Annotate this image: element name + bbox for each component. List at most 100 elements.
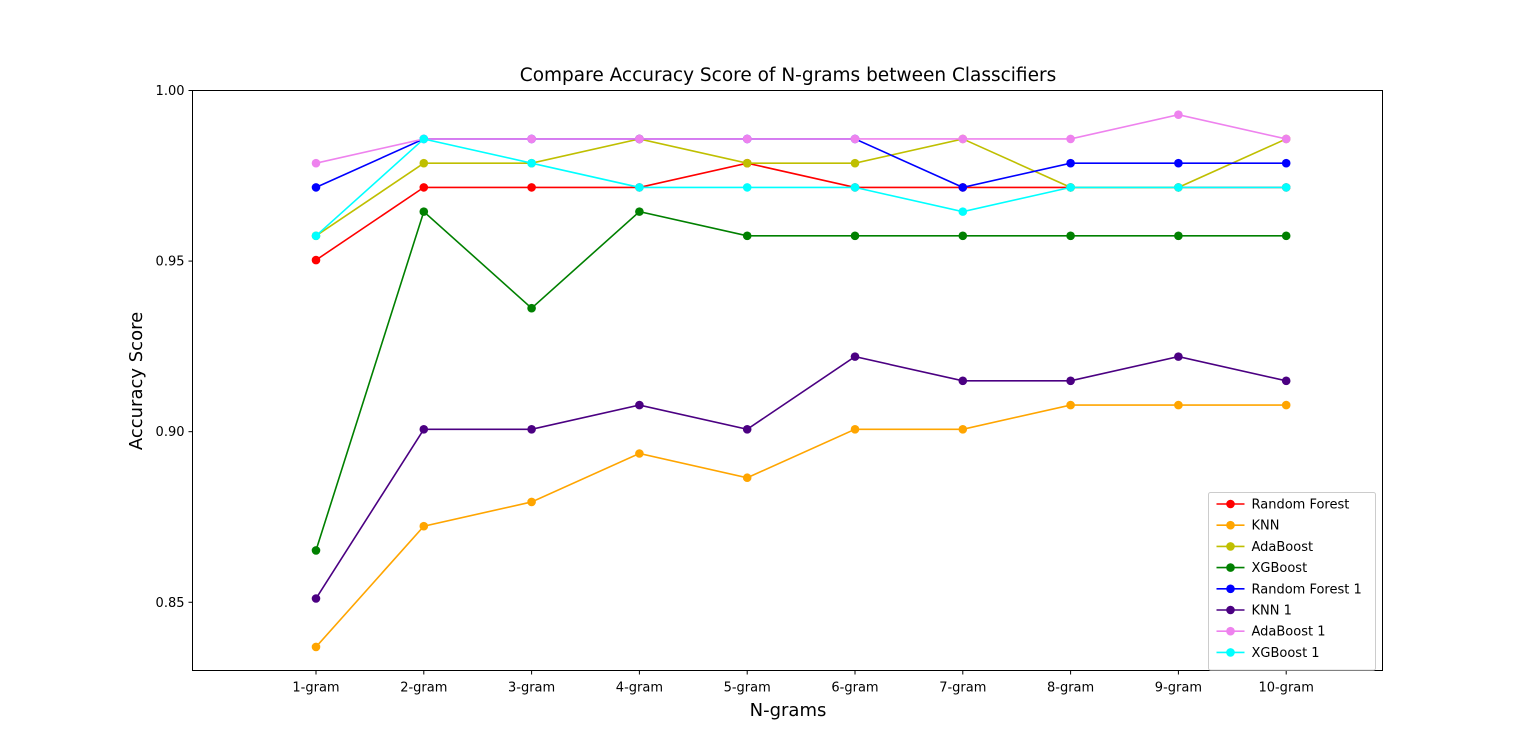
data-point [958, 134, 968, 144]
series-6 [311, 110, 1291, 168]
data-point [311, 183, 321, 192]
data-point [527, 303, 536, 313]
data-point [742, 231, 752, 241]
data-point [527, 134, 536, 144]
x-axis-title: N-grams [750, 700, 827, 721]
y-tick-label: 0.85 [156, 596, 185, 611]
series-line [315, 113, 1287, 164]
data-point [311, 594, 321, 603]
data-point [742, 424, 752, 434]
legend: Random Forest KNN AdaBoost XGBoost Random Fo… [1208, 492, 1376, 671]
x-axis: 1-gram 2-gram 3-gram 4-gram 5-gram 6-gram 7-gr… [292, 670, 1314, 696]
y-tick-label: 1.00 [156, 84, 185, 99]
data-point [527, 158, 536, 168]
data-point [958, 376, 968, 386]
data-point [419, 521, 429, 531]
legend-marker [1226, 626, 1235, 636]
data-point [1066, 183, 1075, 192]
legend-label: KNN 1 [1252, 604, 1292, 619]
data-point [742, 473, 752, 483]
data-point [1281, 134, 1291, 144]
y-axis: 0.85 0.90 0.95 1.00 [156, 84, 193, 611]
data-point [850, 183, 860, 192]
data-point [311, 158, 321, 168]
data-point [311, 231, 321, 241]
data-point [850, 424, 860, 434]
data-point [1174, 183, 1183, 192]
data-point [742, 183, 752, 192]
legend-marker [1226, 520, 1235, 530]
data-point [1281, 158, 1291, 168]
data-point [419, 207, 429, 216]
data-point [1174, 352, 1183, 361]
data-point [958, 231, 968, 241]
data-point [311, 642, 321, 652]
data-point [1174, 110, 1183, 120]
data-point [419, 424, 429, 434]
data-point [1281, 231, 1291, 241]
series-3 [311, 207, 1291, 555]
legend-label: AdaBoost [1252, 540, 1314, 555]
data-point [1066, 158, 1075, 168]
x-tick-label: 5-gram [724, 681, 771, 696]
legend-box [1208, 492, 1376, 671]
legend-label: Random Forest [1252, 498, 1350, 513]
legend-label: Random Forest 1 [1252, 582, 1362, 597]
data-point [742, 134, 752, 144]
data-point [419, 183, 429, 192]
chart-title: Compare Accuracy Score of N-grams betwee… [520, 65, 1056, 86]
x-tick-label: 7-gram [939, 681, 986, 696]
data-point [1281, 183, 1291, 192]
data-point [527, 183, 536, 192]
data-point [635, 400, 644, 410]
data-point [1066, 376, 1075, 386]
data-point [1174, 231, 1183, 241]
data-point [850, 158, 860, 168]
data-point [635, 183, 644, 192]
series-0 [311, 158, 1291, 265]
data-point [850, 352, 860, 361]
x-tick-label: 3-gram [508, 681, 555, 696]
x-tick-label: 4-gram [616, 681, 663, 696]
series-line [315, 210, 1287, 551]
series-line [315, 404, 1287, 648]
series-line [315, 138, 1287, 237]
data-point [635, 449, 644, 458]
x-tick-label: 8-gram [1047, 681, 1094, 696]
data-point [635, 134, 644, 144]
legend-marker [1226, 584, 1235, 594]
legend-label: AdaBoost 1 [1252, 625, 1326, 640]
legend-marker [1226, 605, 1235, 615]
data-point [1174, 158, 1183, 168]
legend-marker [1226, 648, 1235, 657]
data-point [742, 158, 752, 168]
data-point [311, 255, 321, 265]
series-7 [311, 134, 1291, 241]
x-tick-label: 6-gram [831, 681, 878, 696]
legend-label: XGBoost 1 [1252, 646, 1320, 661]
data-point [850, 134, 860, 144]
legend-label: KNN [1252, 519, 1280, 534]
series-line [315, 355, 1287, 599]
data-point [958, 207, 968, 216]
data-point [1281, 400, 1291, 410]
data-point [419, 158, 429, 168]
data-point [1281, 376, 1291, 386]
data-point [958, 183, 968, 192]
x-tick-label: 1-gram [292, 681, 339, 696]
legend-marker [1226, 499, 1235, 509]
x-tick-label: 9-gram [1155, 681, 1202, 696]
legend-label: XGBoost [1252, 561, 1308, 576]
data-point [419, 134, 429, 144]
data-point [1066, 231, 1075, 241]
data-point [1066, 134, 1075, 144]
x-tick-label: 10-gram [1258, 681, 1313, 696]
x-tick-label: 2-gram [400, 681, 447, 696]
y-tick-label: 0.90 [156, 425, 185, 440]
data-point [527, 497, 536, 507]
legend-marker [1226, 563, 1235, 572]
series-1 [311, 400, 1291, 652]
data-point [1066, 400, 1075, 410]
data-point [1174, 400, 1183, 410]
